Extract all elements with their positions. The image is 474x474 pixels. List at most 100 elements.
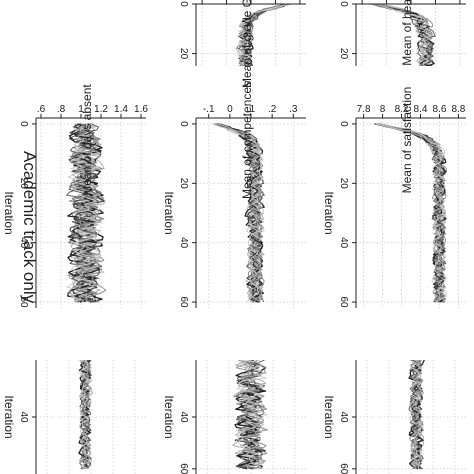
y-tick-label: 8.4 [414,104,428,115]
series-line [67,123,106,303]
series-line [409,360,424,470]
series-line [379,123,446,303]
x-tick-label: 20 [178,48,189,60]
y-axis-title: Mean of days absent [80,84,94,196]
x-tick-label: 40 [338,411,349,423]
x-tick-label: 0 [178,121,189,127]
x-axis-title: Iteration [162,191,176,234]
x-tick-label: 0 [18,121,29,127]
series-group [212,123,265,303]
y-tick-label: 3 [297,0,303,1]
x-tick-label: 20 [338,48,349,60]
y-tick-label: .6 [37,104,46,115]
panel-middle-right-partial: 0 20 3 2.8 2.6 2.4 2.2 Mean of grade German [178,0,306,88]
y-tick-label: 2.6 [244,0,258,1]
y-tick-label: 1.4 [114,104,128,115]
series-group [78,360,93,470]
panel-top-center: 0 20 40 60 8.8 8.6 8.4 8.2 8 7.8 Iteration Mean of … [322,87,466,308]
y-tick-label: .2 [268,104,277,115]
x-tick-label: 0 [338,1,349,7]
series-line [375,123,447,303]
x-tick-label: 20 [178,178,189,190]
series-line [237,4,288,66]
x-tick-label: 60 [338,463,349,474]
y-axis-title: Mean of health [400,0,414,66]
series-line [238,4,286,66]
series-line [409,360,424,470]
y-tick-label: 1 [78,104,84,115]
x-tick-label: 40 [178,237,189,249]
series-line [212,123,264,303]
series-line [67,123,100,303]
series-line [373,4,435,66]
section-title: Academic track only [20,151,39,304]
series-line [236,360,265,470]
series-line [378,4,431,66]
y-tick-label: 4.8 [453,0,467,1]
series-group [235,4,292,66]
y-tick-label: 2.8 [268,0,282,1]
y-tick-label: 4.4 [404,0,418,1]
series-line [376,123,447,303]
series-line [380,123,445,303]
x-axis-title: Iteration [322,395,336,438]
y-tick-label: -.1 [203,104,215,115]
x-axis-title: Iteration [162,395,176,438]
y-tick-label: 8.6 [432,104,446,115]
series-line [218,123,265,303]
panel-top-right-partial: 0 20 4.8 4.6 4.4 4.2 4 Mean of health [338,0,467,66]
x-axis-title: Iteration [2,395,16,438]
x-tick-label: 40 [178,411,189,423]
x-tick-label: 0 [178,1,189,7]
series-group [232,360,268,470]
y-tick-label: 7.8 [357,104,371,115]
series-line [71,123,107,303]
y-tick-label: 4.2 [380,0,394,1]
x-tick-label: 20 [18,178,29,190]
x-tick-label: 60 [178,463,189,474]
x-axis-title: Iteration [2,191,16,234]
y-tick-label: 8.8 [451,104,465,115]
series-line [238,4,287,66]
series-line [376,4,434,66]
y-tick-label: 8 [380,104,386,115]
series-line [232,360,267,469]
series-line [212,123,264,303]
y-tick-label: 8.2 [395,104,409,115]
x-tick-label: 40 [338,237,349,249]
panel-top-left-partial: 40 60 Iteration [322,360,466,474]
y-tick-label: .8 [57,104,66,115]
x-axis-title: Iteration [322,191,336,234]
y-tick-label: .1 [247,104,256,115]
series-group [369,4,436,66]
series-line [72,123,106,303]
series-line [408,360,422,470]
x-tick-label: 60 [338,297,349,309]
series-line [212,123,265,303]
series-line [237,4,292,66]
series-line [374,123,446,303]
series-group [66,123,107,303]
y-axis-title: Mean of grade German [240,0,254,88]
series-line [79,360,92,469]
series-group [408,360,425,470]
panel-middle-center: 0 20 40 60 .3 .2 .1 0 -.1 Iteration Mean of compet… [162,81,306,308]
y-axis-title: Mean of competences [240,81,254,199]
x-tick-label: 20 [338,178,349,190]
series-line [234,360,267,470]
x-tick-label: 0 [338,121,349,127]
x-tick-label: 60 [178,297,189,309]
y-axis-title: Mean of satisfaction [400,87,414,194]
x-tick-label: 40 [18,237,29,249]
series-group [374,123,448,303]
x-tick-label: 40 [18,411,29,423]
y-tick-label: 2.4 [220,0,234,1]
x-tick-label: 60 [18,297,29,309]
y-tick-label: 1.2 [94,104,108,115]
y-tick-label: 2.2 [195,0,209,1]
series-line [408,360,424,470]
